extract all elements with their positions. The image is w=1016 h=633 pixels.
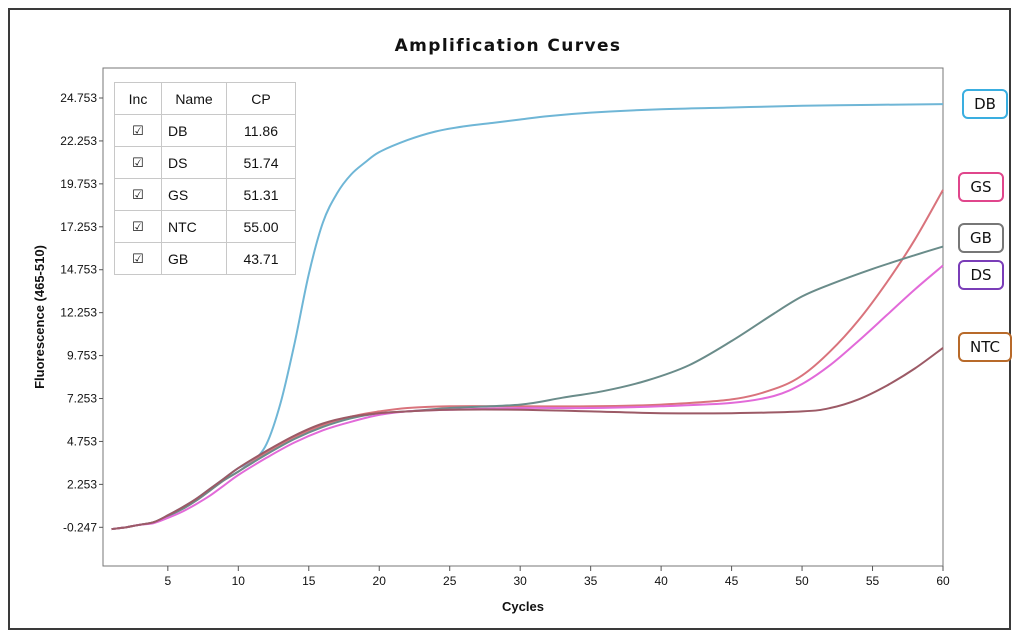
table-row: ☑ GS 51.31 [114, 178, 296, 211]
table-row: ☑ GB 43.71 [114, 242, 296, 275]
x-tick-label: 30 [514, 574, 528, 588]
y-tick-label: 22.253 [60, 134, 97, 148]
x-tick-label: 25 [443, 574, 457, 588]
header-cp: CP [226, 82, 296, 115]
x-tick-label: 10 [232, 574, 246, 588]
tag-gs: GS [958, 172, 1004, 202]
row-name: GS [161, 178, 227, 211]
axis-ticks: -0.247 2.253 4.753 7.253 9.753 12.253 14.753 17… [60, 91, 950, 588]
table-header-row: Inc Name CP [114, 82, 296, 115]
row-name: GB [161, 242, 227, 275]
x-tick-label: 35 [584, 574, 598, 588]
table-row: ☑ DB 11.86 [114, 114, 296, 147]
header-name: Name [161, 82, 227, 115]
y-tick-label: 17.253 [60, 220, 97, 234]
series-lines [111, 103, 944, 531]
row-name: DS [161, 146, 227, 179]
y-tick-label: 7.253 [67, 392, 97, 406]
row-name: DB [161, 114, 227, 147]
row-cp: 51.31 [226, 178, 296, 211]
x-tick-label: 5 [164, 574, 171, 588]
x-tick-label: 15 [302, 574, 316, 588]
table-row: ☑ DS 51.74 [114, 146, 296, 179]
cp-table: Inc Name CP ☑ DB 11.86 ☑ DS 51.74 ☑ GS 5… [114, 82, 296, 275]
y-tick-label: -0.247 [63, 520, 97, 534]
tag-ds: DS [958, 260, 1004, 290]
header-inc: Inc [114, 82, 162, 115]
inc-checkbox[interactable]: ☑ [114, 178, 162, 211]
y-tick-label: 24.753 [60, 91, 97, 105]
inc-checkbox[interactable]: ☑ [114, 242, 162, 275]
inc-checkbox[interactable]: ☑ [114, 114, 162, 147]
row-name: NTC [161, 210, 227, 243]
y-tick-label: 12.253 [60, 306, 97, 320]
x-tick-label: 60 [936, 574, 950, 588]
x-tick-label: 50 [795, 574, 809, 588]
y-tick-label: 4.753 [67, 434, 97, 448]
row-cp: 51.74 [226, 146, 296, 179]
row-cp: 43.71 [226, 242, 296, 275]
x-axis-title: Cycles [502, 599, 544, 614]
x-tick-label: 40 [654, 574, 668, 588]
x-tick-label: 20 [373, 574, 387, 588]
y-tick-label: 19.753 [60, 177, 97, 191]
series-line-ds [111, 264, 944, 531]
y-tick-label: 2.253 [67, 477, 97, 491]
tag-ntc: NTC [958, 332, 1012, 362]
table-row: ☑ NTC 55.00 [114, 210, 296, 243]
x-tick-label: 45 [725, 574, 739, 588]
y-tick-label: 9.753 [67, 349, 97, 363]
tag-gb: GB [958, 223, 1004, 253]
inc-checkbox[interactable]: ☑ [114, 146, 162, 179]
y-tick-label: 14.753 [60, 263, 97, 277]
x-tick-label: 55 [866, 574, 880, 588]
chart-title: Amplification Curves [394, 36, 622, 56]
row-cp: 55.00 [226, 210, 296, 243]
y-axis-title: Fluorescence (465-510) [32, 245, 47, 389]
tag-db: DB [962, 89, 1008, 119]
inc-checkbox[interactable]: ☑ [114, 210, 162, 243]
series-line-ntc [111, 347, 944, 531]
row-cp: 11.86 [226, 114, 296, 147]
